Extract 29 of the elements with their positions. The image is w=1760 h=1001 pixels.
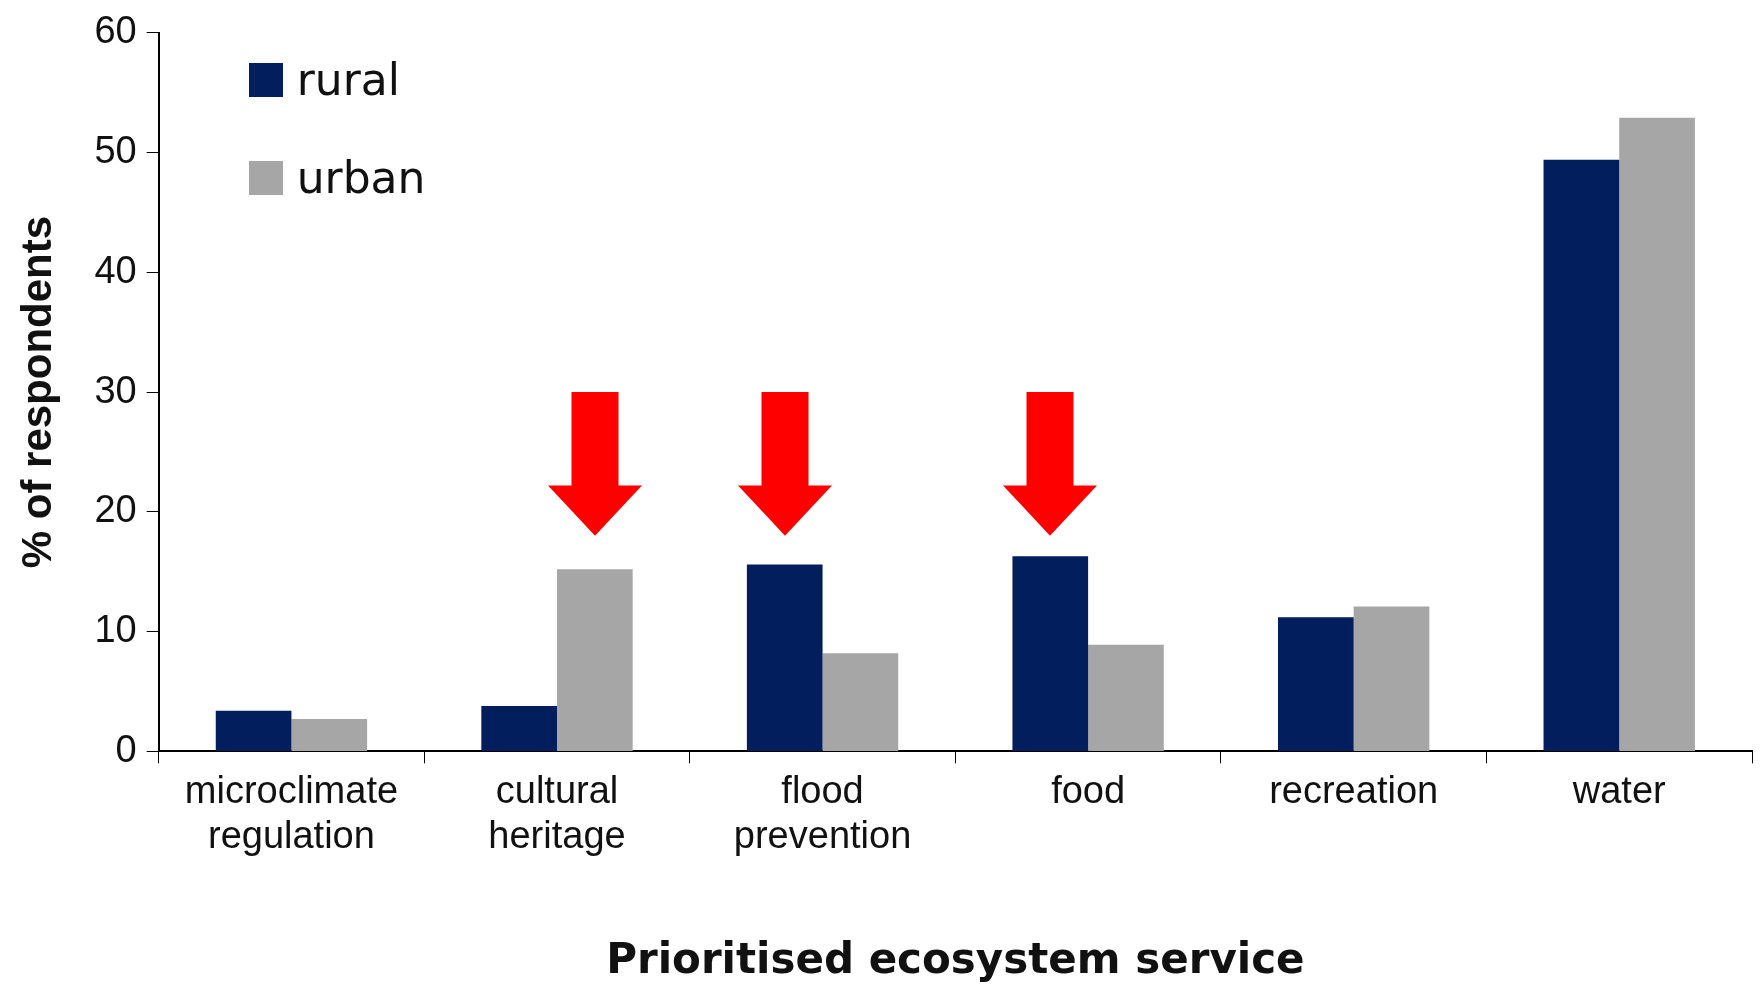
x-axis-title: Prioritised ecosystem service [606, 933, 1305, 983]
y-tick-label: 50 [94, 129, 137, 172]
x-tick-label: food [1051, 768, 1126, 811]
bar [1543, 159, 1620, 751]
x-tick-label: microclimate regulation [184, 768, 399, 857]
bar [822, 653, 899, 751]
legend-label: urban [296, 152, 426, 204]
x-tick-label: water [1571, 768, 1667, 811]
bar [1012, 556, 1089, 751]
y-tick-label: 0 [115, 727, 137, 770]
y-axis-title: % of respondents [12, 215, 60, 569]
bar [1353, 606, 1430, 751]
bar [1277, 617, 1354, 751]
legend-label: rural [296, 54, 400, 106]
bar [291, 719, 368, 751]
x-tick-label: cultural heritage [488, 768, 626, 857]
y-tick-label: 30 [94, 368, 137, 411]
bar [557, 569, 633, 751]
x-tick-label: flood prevention [733, 768, 912, 857]
y-tick-label: 60 [94, 9, 137, 52]
y-tick-label: 40 [94, 248, 137, 291]
bar [1619, 117, 1695, 751]
x-tick-label: recreation [1269, 768, 1439, 811]
y-tick-label: 20 [94, 488, 137, 531]
bar [1088, 644, 1164, 751]
bar [481, 705, 557, 751]
bar [746, 564, 823, 751]
y-tick-label: 10 [94, 608, 137, 651]
bar [215, 710, 292, 751]
